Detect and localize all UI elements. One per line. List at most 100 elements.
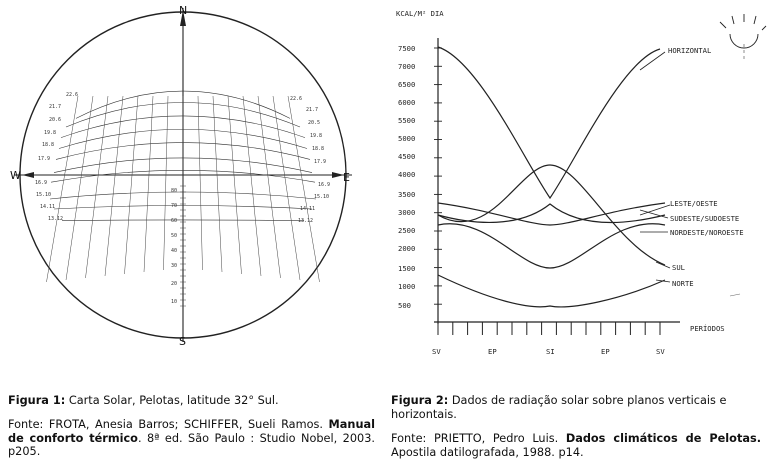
date-label-left: 20.6 [49, 117, 61, 123]
x-tick-label: SI [546, 347, 555, 356]
hour-line [124, 95, 139, 275]
scale-label: 50 [171, 233, 177, 239]
radiation-chart-svg: KCAL/M² DIA 7500 7000 6500 6000 5500 500… [396, 9, 767, 356]
altitude-scale-ticks [180, 185, 186, 307]
sun-path-grid [46, 90, 320, 283]
radiation-chart: KCAL/M² DIA 7500 7000 6500 6000 5500 500… [390, 0, 767, 380]
scale-label: 60 [171, 218, 177, 224]
y-unit-label: KCAL/M² DIA [396, 9, 444, 18]
hour-line [143, 95, 154, 273]
date-label-left: 21.7 [49, 104, 61, 110]
hour-line [227, 95, 242, 275]
y-tick-label: 1500 [398, 264, 415, 273]
y-tick-label: 4500 [398, 152, 415, 161]
sun-path-diagram: 22.6 21.7 20.6 19.8 18.8 17.9 16.9 15.10… [10, 4, 352, 348]
date-label-right: 18.8 [312, 146, 324, 152]
date-label-right: 14.11 [300, 206, 315, 212]
east-label: E [343, 171, 350, 184]
curve-horizontal [437, 46, 661, 200]
north-arrow-icon [180, 10, 186, 26]
scale-label: 40 [171, 248, 177, 254]
figure2-caption-text: Dados de radiação solar sobre planos ver… [391, 394, 727, 421]
date-labels-left: 22.6 21.7 20.6 19.8 18.8 17.9 16.9 15.10… [35, 92, 78, 222]
series-label-sudeste-sudoeste: SUDESTE/SUDOESTE [670, 214, 739, 223]
sun-path-arc [75, 90, 291, 119]
y-tick-label: 3000 [398, 208, 415, 217]
y-tick-label: 1000 [398, 282, 415, 291]
series-label-leste-oeste: LESTE/OESTE [670, 199, 718, 208]
sun-path-chart: 22.6 21.7 20.6 19.8 18.8 17.9 16.9 15.10… [0, 0, 380, 380]
leader-sul [655, 261, 671, 269]
series-label-nordeste-noroeste: NORDESTE/NOROESTE [670, 228, 744, 237]
west-label: W [10, 169, 21, 182]
date-label-left: 18.8 [42, 142, 54, 148]
scale-label: 20 [171, 281, 177, 287]
hour-line [287, 95, 320, 283]
date-label-left: 14.11 [40, 204, 55, 210]
date-labels-right: 22.6 21.7 20.5 19.8 18.8 17.9 16.9 15.10… [290, 96, 330, 224]
x-ticks [437, 322, 661, 335]
y-tick-label: 3500 [398, 190, 415, 199]
figure1-caption: Figura 1: Carta Solar, Pelotas, latitude… [8, 394, 373, 408]
x-tick-label: SV [656, 347, 665, 356]
y-tick-label: 7000 [398, 62, 415, 71]
series-label-horizontal: HORIZONTAL [668, 46, 711, 55]
y-tick-label: 4000 [398, 170, 415, 179]
hour-line [65, 95, 94, 281]
hour-line [257, 95, 281, 279]
y-tick-label: 5500 [398, 116, 415, 125]
altitude-scale: 80 70 60 50 40 30 20 10 [171, 188, 177, 305]
x-tick-label: EP [601, 347, 610, 356]
figure1-source-post: . 8ª ed. São Paulo : Studio Nobel, 2003.… [8, 431, 376, 459]
hour-line [197, 95, 203, 271]
x-axis-label: PERÍODOS [690, 324, 725, 333]
x-tick-label: EP [488, 347, 497, 356]
curve-leste-oeste [437, 203, 666, 224]
east-arrow-icon [332, 172, 344, 178]
y-tick-label: 2000 [398, 244, 415, 253]
x-tick-label: SV [432, 347, 441, 356]
date-label-right: 17.9 [314, 159, 326, 165]
curve-norte [437, 274, 666, 308]
date-label-left: 22.6 [66, 92, 78, 98]
date-label-right: 20.5 [308, 120, 320, 126]
curve-sudeste-sudoeste [437, 202, 666, 226]
series-label-norte: NORTE [672, 279, 694, 288]
y-tick-label: 6000 [398, 98, 415, 107]
hour-line [272, 95, 301, 281]
figure2-source-post: Apostila datilografada, 1988. p14. [391, 445, 584, 459]
leader-sudeste [639, 209, 669, 219]
north-label: N [179, 4, 187, 17]
y-tick-label: 6500 [398, 80, 415, 89]
figure1-caption-label: Figura 1: [8, 394, 66, 407]
figure2-caption-label: Figura 2: [391, 394, 449, 407]
y-tick-label: 7500 [398, 44, 415, 53]
figure2-source-pre: Fonte: PRIETTO, Pedro Luis. [391, 432, 566, 445]
scale-label: 80 [171, 188, 177, 194]
scale-label: 70 [171, 203, 177, 209]
curve-nordeste-noroeste [437, 223, 666, 269]
y-tick-label: 2500 [398, 226, 415, 235]
scale-label: 30 [171, 263, 177, 269]
figure1-source-title: Manual de conforto térmico [8, 418, 375, 445]
figure2-source-title: Dados climáticos de Pelotas. [565, 432, 761, 445]
y-tick-label: 500 [398, 301, 411, 310]
series-label-sul: SUL [672, 263, 685, 272]
figure2-caption: Figura 2: Dados de radiação solar sobre … [391, 394, 761, 421]
hour-line [104, 95, 124, 277]
curve-sul [437, 164, 666, 266]
date-label-left: 19.8 [44, 130, 56, 136]
y-tick-label: 5000 [398, 134, 415, 143]
date-label-right: 13.12 [298, 218, 313, 224]
figure1-source: Fonte: FROTA, Anesia Barros; SCHIFFER, S… [8, 418, 375, 459]
date-label-left: 15.10 [36, 192, 51, 198]
date-label-right: 15.10 [314, 194, 329, 200]
date-label-right: 21.7 [306, 107, 318, 113]
south-label: S [179, 335, 186, 348]
x-tick-labels: SV EP SI EP SV [432, 347, 665, 356]
figure2-source: Fonte: PRIETTO, Pedro Luis. Dados climát… [391, 432, 761, 459]
sketch-mark [729, 293, 741, 297]
date-label-left: 13.12 [48, 216, 63, 222]
hour-line [46, 95, 79, 283]
leader-horizontal [639, 51, 666, 71]
